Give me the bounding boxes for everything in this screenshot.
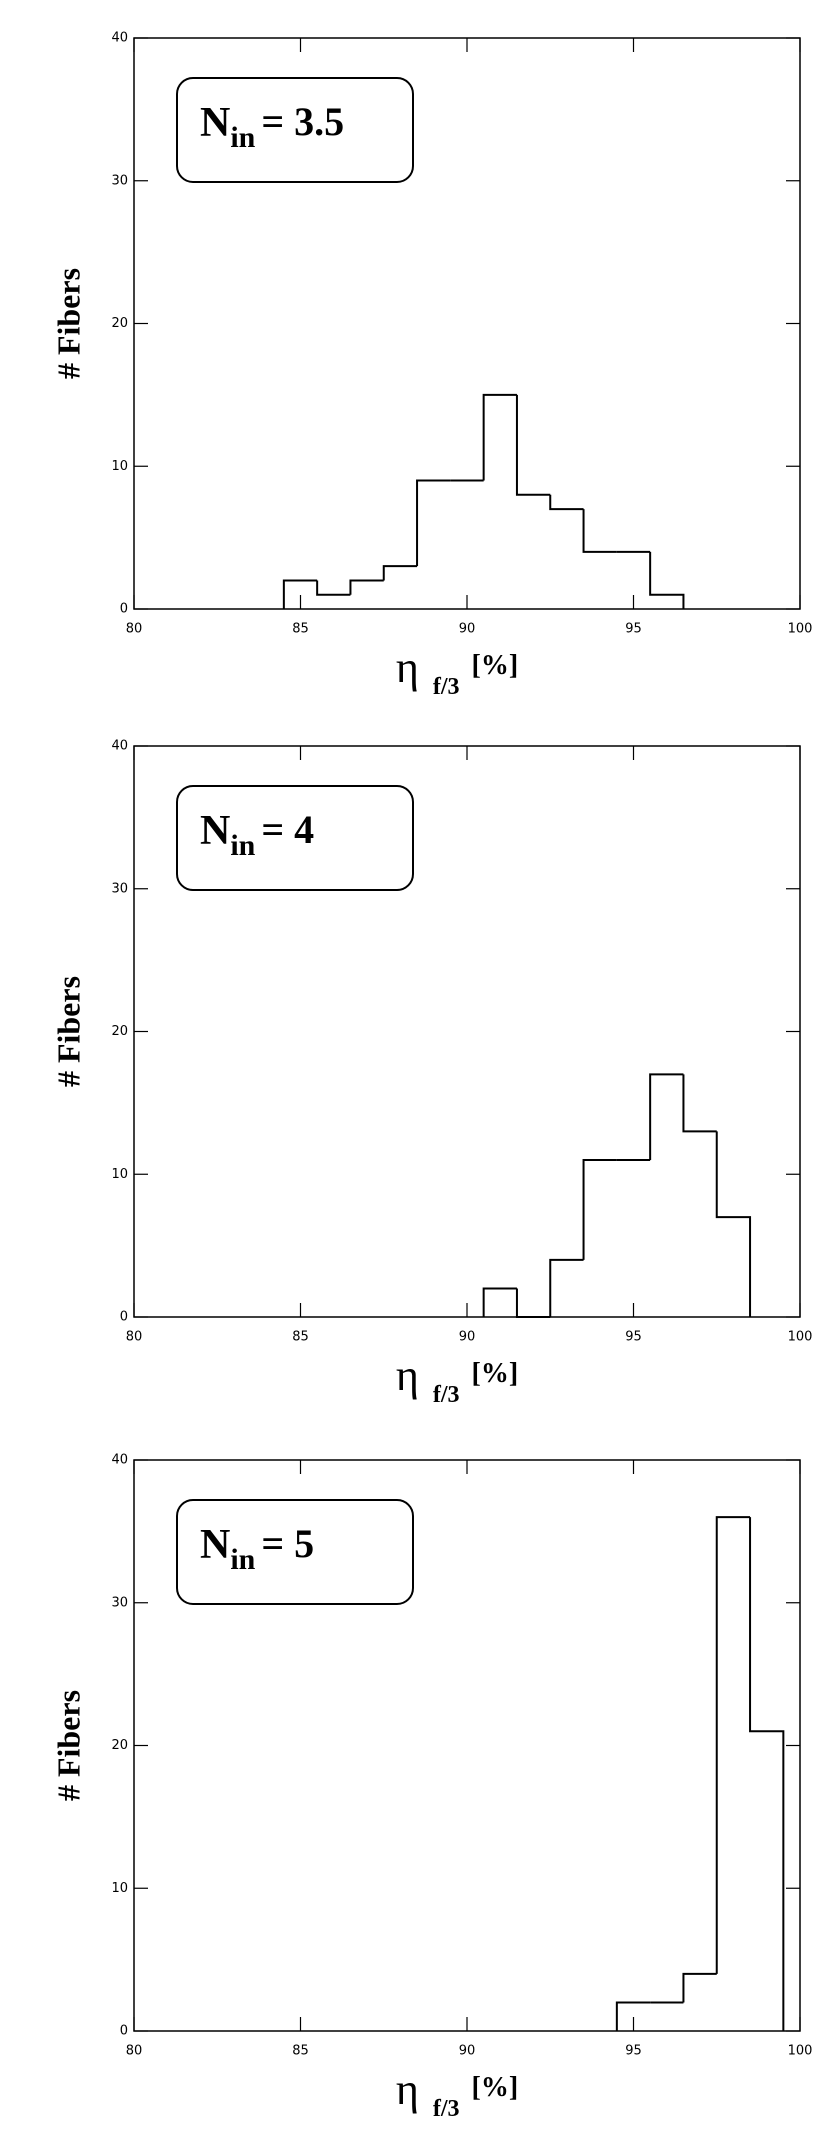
annotation-text: = 4 bbox=[261, 807, 314, 852]
histogram-step bbox=[649, 1073, 684, 1160]
annotation-subscript: in bbox=[230, 829, 255, 862]
histogram-step bbox=[382, 565, 418, 581]
y-tick-label: 30 bbox=[111, 173, 128, 188]
y-tick-label: 10 bbox=[111, 1167, 128, 1182]
annotation-subscript: in bbox=[230, 1543, 255, 1576]
panel: 0 10 20 30 40 80 85 90 95 100 # Fibers η f/3 [%] Nin = … bbox=[50, 739, 812, 1408]
x-label-unit: [%] bbox=[472, 2072, 519, 2103]
y-tick-label: 20 bbox=[111, 1738, 128, 1753]
x-axis-label: η f/3 [%] bbox=[396, 643, 518, 699]
annotation-box bbox=[176, 1499, 414, 1605]
x-tick-label: 95 bbox=[625, 622, 642, 637]
y-tick-label: 10 bbox=[111, 459, 128, 474]
annotation-box bbox=[176, 77, 414, 183]
annotation: Nin = 3.5 bbox=[200, 99, 344, 154]
annotation-main: N bbox=[200, 100, 230, 146]
histogram-step bbox=[349, 579, 384, 595]
x-label-symbol: η bbox=[396, 643, 419, 692]
annotation-text: = 5 bbox=[261, 1521, 314, 1566]
y-tick-label: 30 bbox=[111, 1595, 128, 1610]
x-tick-label: 100 bbox=[788, 1330, 813, 1345]
panel: 0 10 20 30 40 80 85 90 95 100 # Fibers η f/3 [%] Nin = … bbox=[50, 31, 812, 700]
annotation-subscript: in bbox=[230, 121, 255, 154]
x-tick-label: 80 bbox=[126, 1330, 143, 1345]
x-tick-label: 80 bbox=[126, 622, 143, 637]
histogram-step bbox=[715, 1131, 752, 1317]
y-axis-label: # Fibers bbox=[50, 1690, 86, 1801]
histogram-step bbox=[649, 551, 685, 609]
x-label-subscript: f/3 bbox=[433, 2096, 460, 2122]
histogram-step bbox=[482, 1287, 517, 1317]
y-tick-label: 0 bbox=[120, 1310, 128, 1325]
histogram-step bbox=[316, 580, 351, 596]
x-axis-label: η f/3 [%] bbox=[396, 1351, 518, 1407]
x-tick-label: 100 bbox=[788, 2044, 813, 2059]
x-label-symbol: η bbox=[396, 1351, 419, 1400]
x-tick-label: 90 bbox=[459, 1330, 476, 1345]
histogram-step bbox=[682, 1074, 717, 1133]
y-tick-label: 20 bbox=[111, 1024, 128, 1039]
x-label-symbol: η bbox=[396, 2065, 419, 2114]
annotation: Nin = 5 bbox=[200, 1521, 314, 1576]
y-tick-label: 0 bbox=[120, 2024, 128, 2039]
histogram-step bbox=[482, 393, 517, 481]
y-tick-label: 30 bbox=[111, 881, 128, 896]
x-tick-label: 90 bbox=[459, 622, 476, 637]
histogram-step bbox=[749, 1517, 785, 2031]
x-tick-label: 90 bbox=[459, 2044, 476, 2059]
y-axis-label: # Fibers bbox=[50, 976, 86, 1087]
y-tick-label: 40 bbox=[111, 1453, 128, 1468]
histogram-step bbox=[549, 494, 584, 511]
histogram-step bbox=[549, 1258, 584, 1317]
x-axis-label: η f/3 [%] bbox=[396, 2065, 518, 2121]
histogram-step bbox=[582, 509, 617, 553]
x-label-unit: [%] bbox=[472, 650, 519, 681]
annotation: Nin = 4 bbox=[200, 807, 314, 862]
histogram-step bbox=[715, 1516, 751, 1974]
histogram-step bbox=[416, 479, 451, 567]
histogram-step bbox=[682, 1972, 717, 2003]
histogram-step bbox=[515, 394, 551, 496]
y-tick-label: 40 bbox=[111, 739, 128, 754]
x-label-unit: [%] bbox=[472, 1358, 519, 1389]
annotation-box bbox=[176, 785, 414, 891]
panel: 0 10 20 30 40 80 85 90 95 100 # Fibers η f/3 [%] Nin = … bbox=[50, 1453, 812, 2122]
x-tick-label: 80 bbox=[126, 2044, 143, 2059]
y-tick-label: 0 bbox=[120, 602, 128, 617]
x-tick-label: 100 bbox=[788, 622, 813, 637]
x-tick-label: 85 bbox=[292, 2044, 309, 2059]
histogram-step bbox=[582, 1158, 617, 1260]
annotation-main: N bbox=[200, 1522, 230, 1568]
histogram-step bbox=[282, 579, 318, 609]
histogram-step bbox=[515, 1288, 551, 1318]
y-axis-label: # Fibers bbox=[50, 268, 86, 379]
x-tick-label: 85 bbox=[292, 622, 309, 637]
x-tick-label: 95 bbox=[625, 1330, 642, 1345]
x-tick-label: 95 bbox=[625, 2044, 642, 2059]
x-label-subscript: f/3 bbox=[433, 1382, 460, 1408]
x-tick-label: 85 bbox=[292, 1330, 309, 1345]
annotation-text: = 3.5 bbox=[261, 99, 344, 144]
y-tick-label: 10 bbox=[111, 1881, 128, 1896]
x-label-subscript: f/3 bbox=[433, 674, 460, 700]
y-tick-label: 40 bbox=[111, 31, 128, 46]
histogram-step bbox=[615, 2001, 651, 2031]
y-tick-label: 20 bbox=[111, 316, 128, 331]
annotation-main: N bbox=[200, 808, 230, 854]
